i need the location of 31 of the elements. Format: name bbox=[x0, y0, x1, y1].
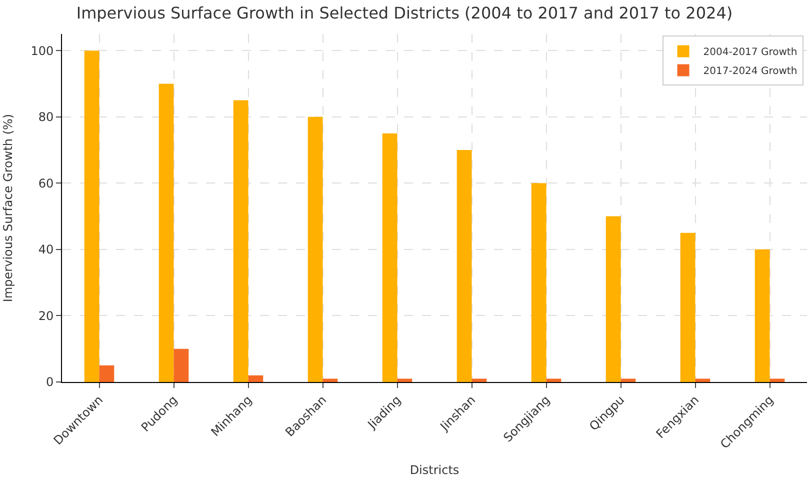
y-tick-label: 0 bbox=[46, 375, 54, 390]
bar bbox=[695, 378, 710, 382]
y-tick-label: 40 bbox=[38, 242, 54, 257]
chart-title: Impervious Surface Growth in Selected Districts (2004 to 2017 and 2017 to 2024) bbox=[76, 3, 733, 22]
bar bbox=[546, 378, 562, 382]
legend-label: 2017-2024 Growth bbox=[703, 66, 798, 78]
bar bbox=[174, 348, 189, 382]
bar bbox=[382, 133, 398, 382]
y-tick-label: 20 bbox=[38, 308, 54, 323]
bar bbox=[620, 378, 636, 382]
bar bbox=[531, 183, 546, 382]
bar bbox=[472, 378, 487, 382]
bar bbox=[248, 375, 264, 382]
bar bbox=[233, 100, 248, 382]
x-axis-title: Districts bbox=[410, 463, 460, 477]
bar bbox=[680, 232, 696, 382]
bar bbox=[322, 378, 338, 382]
bar bbox=[770, 378, 785, 382]
y-tick-label: 80 bbox=[38, 110, 54, 124]
bar bbox=[606, 216, 621, 382]
bar bbox=[84, 50, 100, 382]
bar bbox=[754, 249, 770, 382]
bar bbox=[308, 116, 323, 382]
bar bbox=[158, 84, 174, 382]
y-tick-label: 60 bbox=[38, 176, 54, 190]
legend-label: 2004-2017 Growth bbox=[703, 47, 798, 58]
bar bbox=[397, 378, 412, 382]
bar bbox=[99, 365, 114, 382]
y-axis-title: Impervious Surface Growth (%) bbox=[0, 114, 15, 302]
y-tick-label: 100 bbox=[30, 44, 54, 58]
bar bbox=[456, 150, 472, 382]
